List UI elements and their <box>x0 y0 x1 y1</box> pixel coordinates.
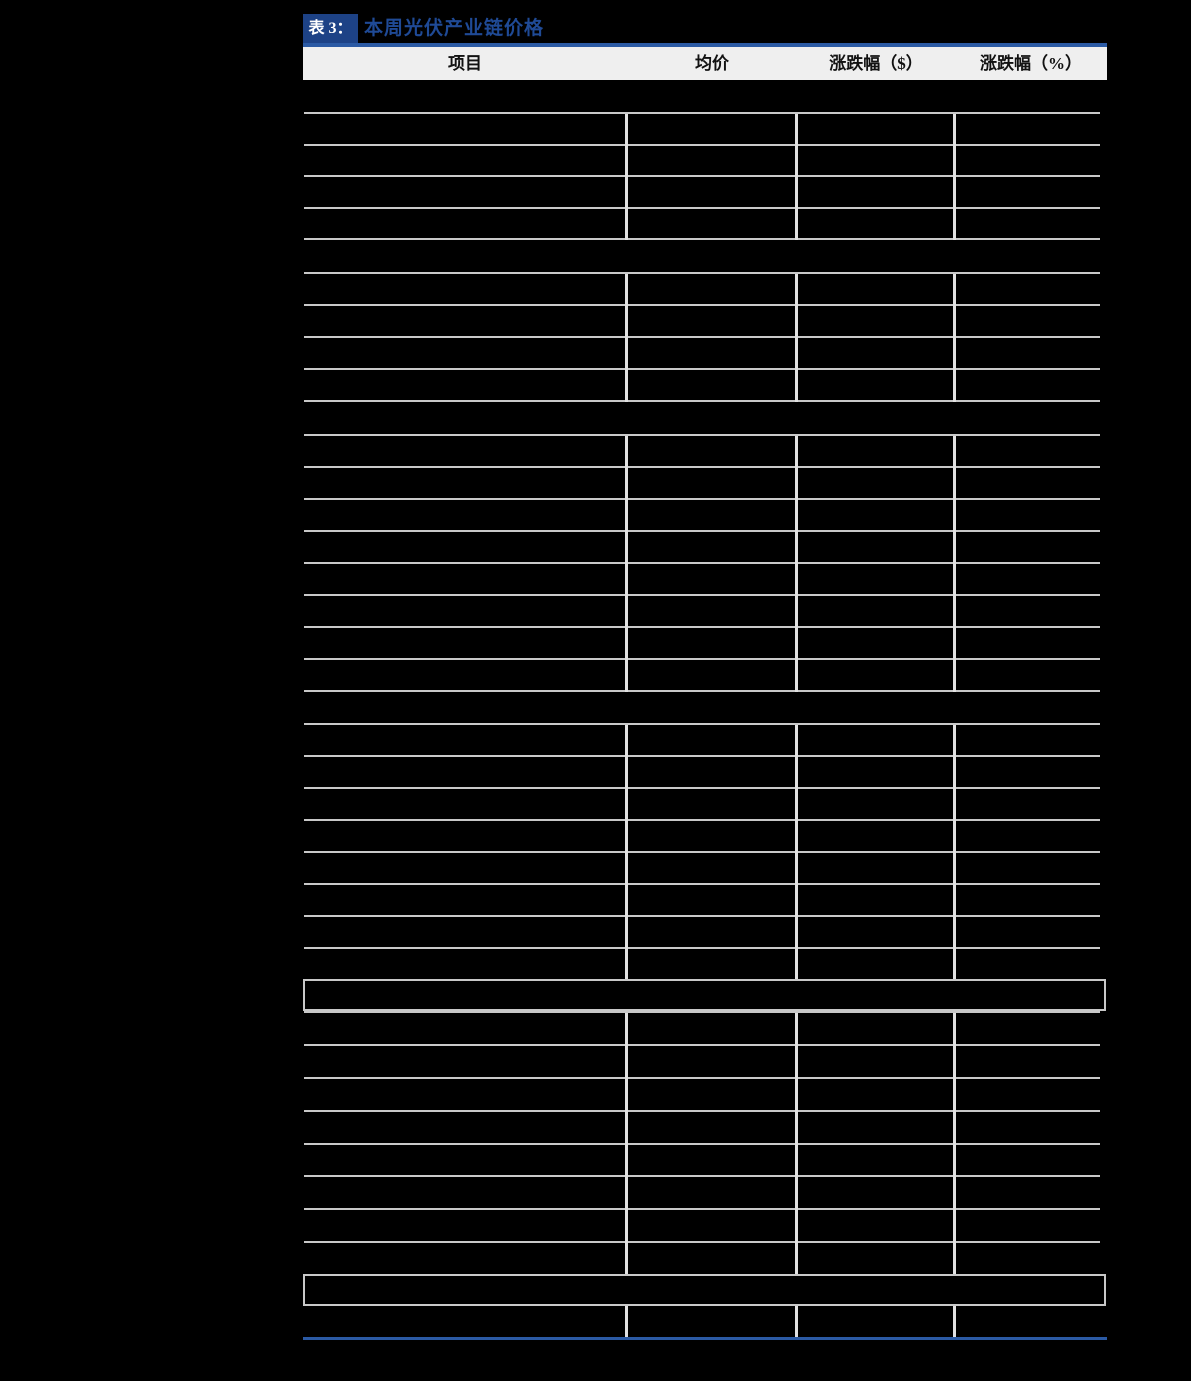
table-row <box>304 1079 1100 1112</box>
table-row <box>304 370 1100 402</box>
column-divider <box>625 114 628 240</box>
column-divider <box>795 114 798 240</box>
column-divider <box>953 114 956 240</box>
table-row <box>304 468 1100 500</box>
column-header-change-pct: 涨跌幅（%） <box>980 54 1082 73</box>
column-divider <box>953 436 956 692</box>
column-divider <box>795 1306 798 1337</box>
table-row <box>304 853 1100 885</box>
table-row <box>304 1210 1100 1244</box>
table-section <box>304 434 1100 692</box>
table-section <box>304 112 1100 240</box>
table-row <box>304 177 1100 209</box>
table-caption: 表 3： 本周光伏产业链价格 <box>303 14 544 44</box>
table-row <box>304 564 1100 596</box>
column-divider <box>625 1013 628 1277</box>
column-divider <box>625 274 628 402</box>
table-row <box>304 306 1100 338</box>
table-row <box>304 917 1100 949</box>
table-row <box>304 725 1100 757</box>
column-header-item: 项目 <box>448 54 482 73</box>
table-row <box>304 1243 1100 1277</box>
column-header-change-usd: 涨跌幅（$） <box>829 54 923 73</box>
table-row <box>304 628 1100 660</box>
section-header-row <box>303 1274 1106 1306</box>
column-header-avg-price: 均价 <box>695 54 729 73</box>
table-row <box>304 338 1100 370</box>
column-divider <box>795 1013 798 1277</box>
table-caption-tag: 表 3： <box>303 14 358 44</box>
table-row <box>304 660 1100 692</box>
column-divider <box>795 274 798 402</box>
table-bottom-rule <box>303 1337 1107 1340</box>
column-divider <box>953 274 956 402</box>
table-row <box>304 1177 1100 1211</box>
column-divider <box>625 1306 628 1337</box>
table-section <box>304 1011 1100 1277</box>
table-row <box>304 209 1100 240</box>
table-row <box>304 1013 1100 1046</box>
table-row <box>304 146 1100 177</box>
table-header-row: 项目 均价 涨跌幅（$） 涨跌幅（%） <box>303 47 1107 80</box>
column-divider <box>625 436 628 692</box>
caption-underline-rule <box>303 43 1107 47</box>
column-divider <box>953 725 956 981</box>
section-header-row <box>303 979 1106 1011</box>
table-section <box>304 723 1100 981</box>
table-section <box>304 1306 1100 1337</box>
table-row <box>304 949 1100 981</box>
table-row <box>304 532 1100 564</box>
table-section <box>304 272 1100 402</box>
column-divider <box>795 725 798 981</box>
table-row <box>304 885 1100 917</box>
table-row <box>304 114 1100 146</box>
column-divider <box>953 1013 956 1277</box>
table-row <box>304 1046 1100 1079</box>
column-divider <box>625 725 628 981</box>
table-row <box>304 821 1100 853</box>
table-row <box>304 436 1100 468</box>
table-row <box>304 274 1100 306</box>
table-row <box>304 757 1100 789</box>
column-divider <box>795 436 798 692</box>
table-row <box>304 1145 1100 1178</box>
table-row <box>304 789 1100 821</box>
table-row <box>304 596 1100 628</box>
table-row <box>304 1112 1100 1145</box>
table-row <box>304 1306 1100 1337</box>
table-caption-title: 本周光伏产业链价格 <box>364 18 545 39</box>
column-divider <box>953 1306 956 1337</box>
table-row <box>304 500 1100 532</box>
